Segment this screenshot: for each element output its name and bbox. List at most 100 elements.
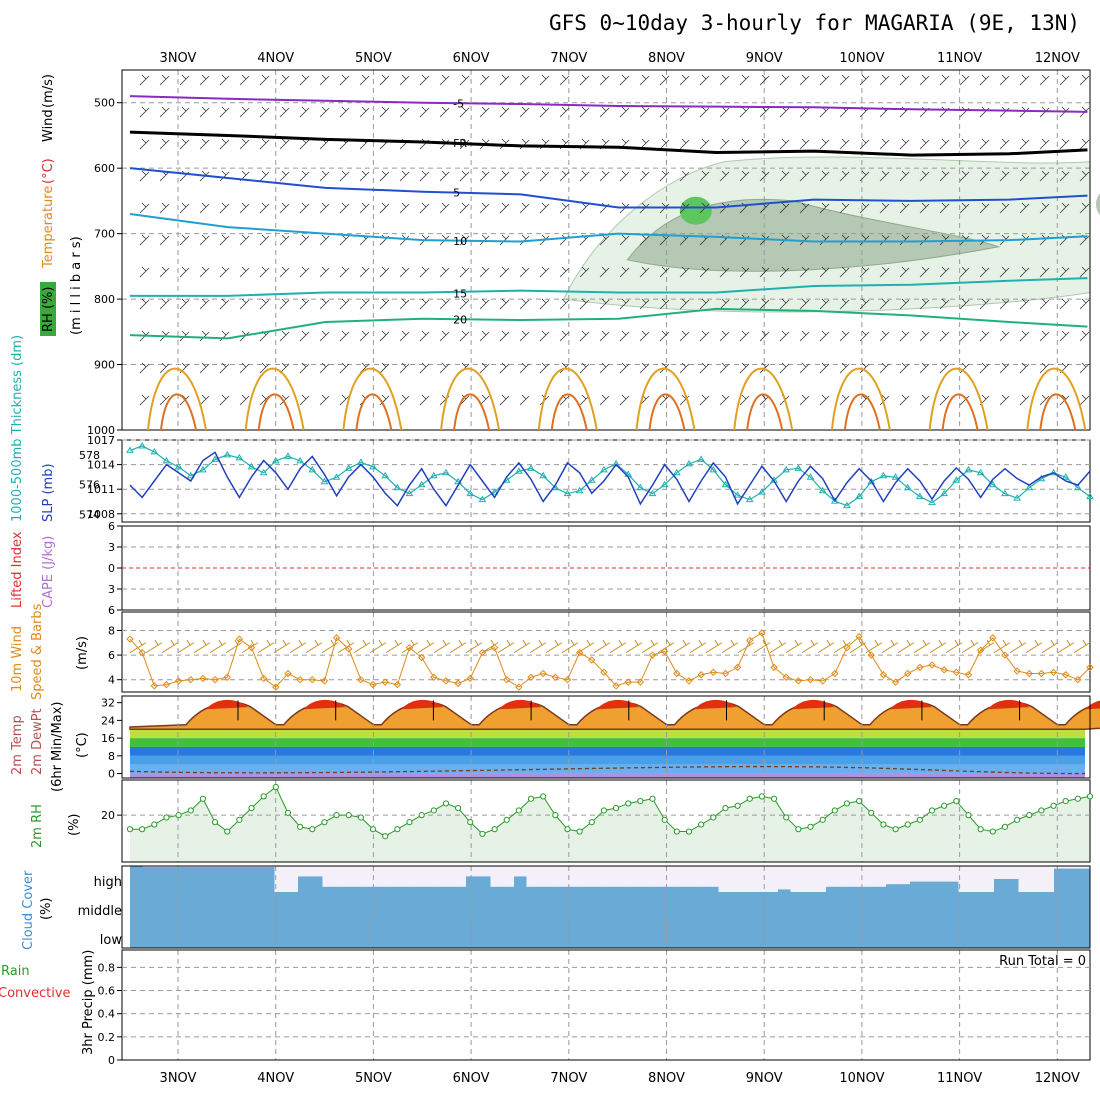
wind10-speed-point xyxy=(466,674,474,683)
rh2m-point xyxy=(588,819,595,826)
precip-total-label: Total / Rain xyxy=(0,964,30,979)
wind10-unit-label: (m/s) xyxy=(75,636,90,670)
wind-barb xyxy=(639,298,650,310)
slp-tick-label: 1017 xyxy=(87,434,115,447)
cloud-high-bar xyxy=(706,886,719,892)
wind-barb xyxy=(159,74,170,86)
rh2m-point xyxy=(333,812,340,819)
li-tick-label: 3 xyxy=(108,583,115,596)
wind-barb xyxy=(899,138,910,150)
wind10-barb xyxy=(753,639,771,653)
wind-barb xyxy=(459,266,470,278)
thickness-point xyxy=(1013,494,1021,501)
wind-barb xyxy=(519,106,530,118)
thickness-point xyxy=(271,456,280,464)
wind-barb xyxy=(839,74,850,86)
cloud-high-bar xyxy=(130,866,143,892)
thickness-point xyxy=(296,456,305,464)
wind-barb xyxy=(479,330,490,342)
wind-barb xyxy=(999,202,1010,214)
cloud-high-bar xyxy=(334,886,347,892)
thickness-point xyxy=(903,483,912,491)
upper-ylabel-ms: (m/s) xyxy=(41,74,56,108)
cloud-unit-label: (%) xyxy=(39,898,54,921)
wind-barb xyxy=(539,362,550,374)
wind-barb xyxy=(919,266,930,278)
wind-barb xyxy=(499,234,510,246)
wind-barb xyxy=(279,170,290,182)
temp2m-peak xyxy=(1085,700,1100,710)
wind-barb xyxy=(559,202,570,214)
cloud-high-bar xyxy=(886,884,899,892)
wind-barb xyxy=(999,394,1010,406)
wind-barb xyxy=(579,202,590,214)
wind-barb xyxy=(219,394,230,406)
wind-barb xyxy=(1019,362,1030,374)
wind10-speed-point xyxy=(770,663,778,672)
wind-barb xyxy=(559,394,570,406)
wind-barb xyxy=(519,74,530,86)
top-date-label: 12NOV xyxy=(1035,51,1080,66)
wind10-barb xyxy=(641,639,659,653)
cloud-high-bar xyxy=(430,886,443,892)
wind-barb xyxy=(1019,202,1030,214)
wind-barb xyxy=(819,266,830,278)
wind-barb xyxy=(799,202,810,214)
wind-barb xyxy=(439,202,450,214)
thickness-point xyxy=(685,459,693,467)
wind10-speed-point xyxy=(1025,669,1033,678)
rh2m-point xyxy=(600,807,608,814)
wind-barb xyxy=(899,298,910,310)
wind-barb xyxy=(399,170,410,182)
cloud-high-bar xyxy=(994,879,1007,892)
wind-barb xyxy=(959,330,970,342)
wind10-barb xyxy=(481,639,499,653)
wind-barb xyxy=(159,266,170,278)
wind10-speed-point xyxy=(758,629,766,637)
thickness-point xyxy=(320,477,329,485)
wind10-barb xyxy=(881,639,899,653)
rh2m-point xyxy=(309,826,316,833)
wind-barb xyxy=(699,298,710,310)
wind-barb xyxy=(879,362,890,374)
wind-barb xyxy=(539,74,550,86)
wind-barb xyxy=(679,266,690,278)
wind-barb xyxy=(939,202,950,214)
thickness-point xyxy=(1086,492,1094,500)
wind-barb xyxy=(159,106,170,118)
temp-color-band xyxy=(130,755,1085,765)
wind-barb xyxy=(1079,170,1090,182)
li-tick-label: 0 xyxy=(108,562,115,575)
wind-barb xyxy=(299,138,310,150)
thickness-point xyxy=(1061,473,1070,480)
wind-barb xyxy=(839,138,850,150)
wind10-barb xyxy=(337,639,355,653)
wind-barb xyxy=(999,298,1010,310)
wind-barb xyxy=(859,74,870,86)
wind-barb xyxy=(279,138,290,150)
wind-barb xyxy=(159,298,170,310)
wind10-speed-point xyxy=(1013,667,1021,675)
wind-barb xyxy=(599,394,610,406)
wind10-speed-line xyxy=(129,632,1091,688)
wind-barb xyxy=(779,362,790,374)
wind-barb xyxy=(439,266,450,278)
rh2m-point xyxy=(673,828,680,835)
wind-barb xyxy=(199,234,210,246)
thickness-point xyxy=(672,468,681,476)
wind-barb xyxy=(459,298,470,310)
upper-side-labels: Temperature (°C) Wind (m/s) RH (%) (m i … xyxy=(40,74,84,336)
wind-barb xyxy=(759,298,770,310)
wind10-barb xyxy=(1041,639,1059,653)
temp-color-band xyxy=(130,773,1085,778)
rh-shading-east xyxy=(1095,193,1100,216)
wind10-speed-point xyxy=(867,651,875,659)
wind-barb xyxy=(559,266,570,278)
wind-barb xyxy=(799,74,810,86)
wind10-speed-point xyxy=(551,673,560,681)
wind10-speed-point xyxy=(952,668,961,677)
rh2m-point xyxy=(1038,807,1045,814)
wind10-barb xyxy=(561,639,579,653)
wind-barb xyxy=(339,362,350,374)
